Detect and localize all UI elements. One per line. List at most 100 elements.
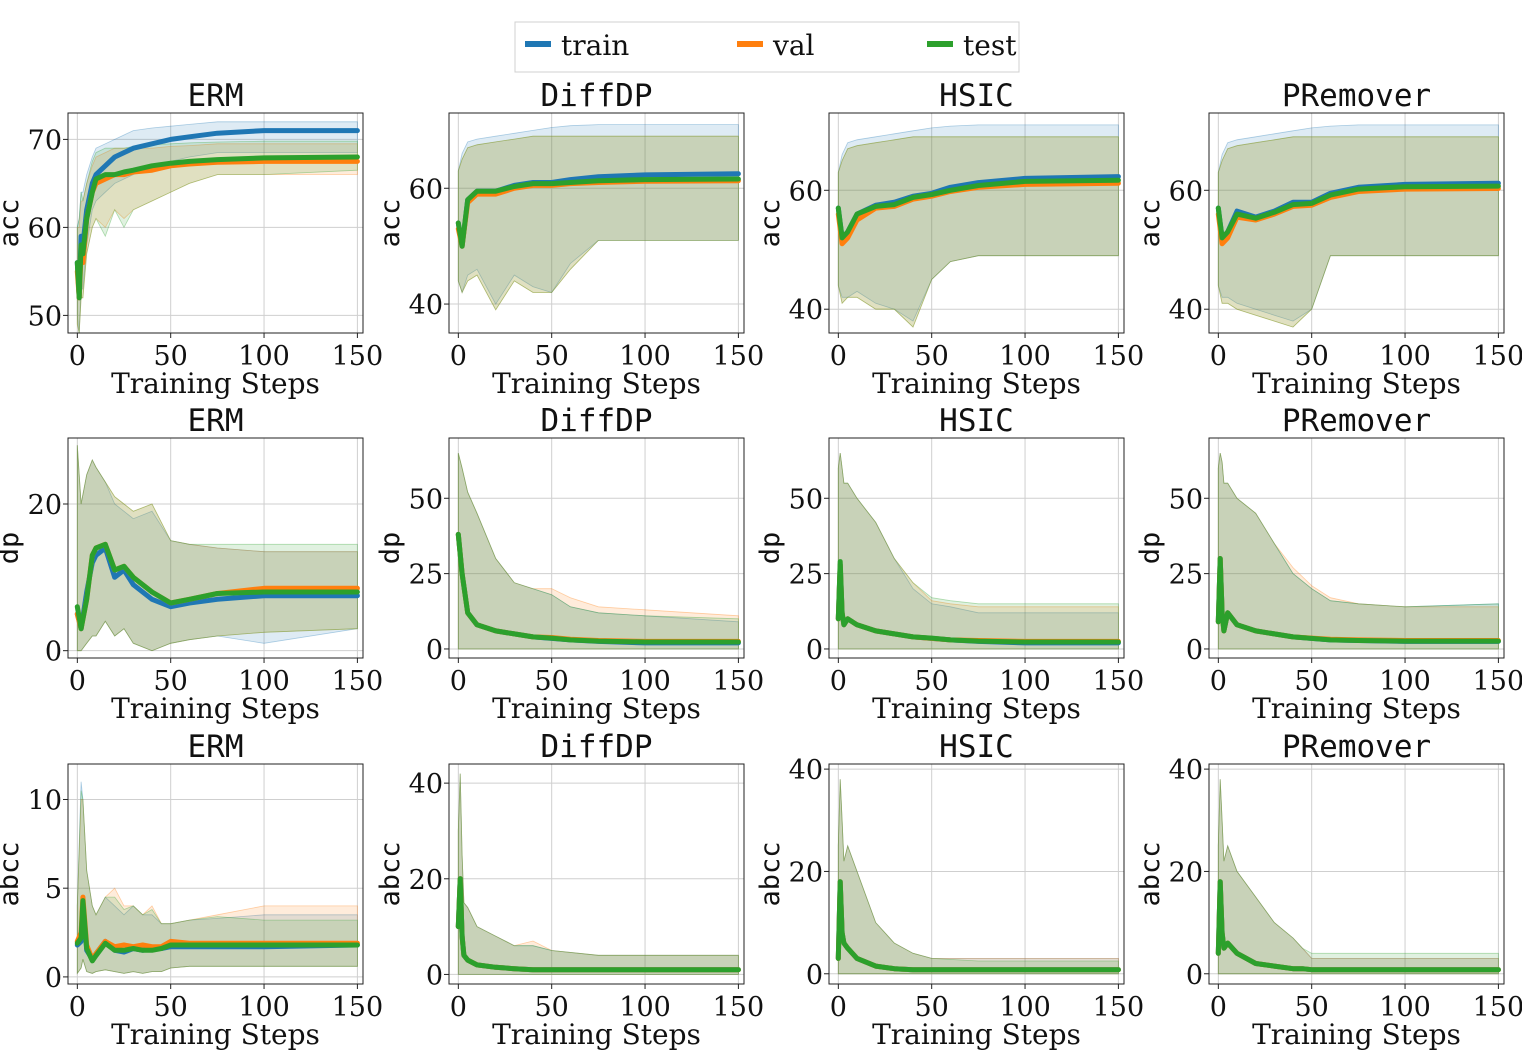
y-tick-label: 40 — [789, 755, 823, 786]
legend: train val test — [514, 21, 1020, 73]
panel-title: HSIC — [939, 78, 1014, 114]
plot-area — [455, 124, 741, 311]
x-axis-label: Training Steps — [872, 367, 1081, 400]
y-tick-label: 20 — [409, 865, 443, 896]
panel-title: DiffDP — [541, 78, 653, 114]
x-tick-label: 100 — [619, 666, 671, 697]
line-test — [74, 541, 360, 632]
x-tick-label: 0 — [450, 992, 467, 1023]
panel-hsic-abcc: 0 50 100 150 0 20 40 HSIC Training Steps abcc — [755, 729, 1144, 1051]
panel-title: PRemover — [1282, 78, 1431, 114]
x-tick-label: 150 — [1093, 341, 1145, 372]
x-tick-label: 150 — [1093, 992, 1145, 1023]
line-test — [74, 154, 360, 301]
x-tick-label: 150 — [332, 992, 384, 1023]
band-train — [1217, 453, 1499, 650]
x-axis-label: Training Steps — [492, 367, 701, 400]
axes-frame — [1208, 437, 1505, 659]
x-tick-label: 100 — [1379, 992, 1431, 1023]
x-tick-label: 100 — [1379, 341, 1431, 372]
x-tick-label: 0 — [450, 341, 467, 372]
x-axis-label: Training Steps — [111, 367, 320, 400]
band-train — [457, 773, 739, 975]
band-test — [837, 136, 1119, 328]
band-test — [1217, 136, 1499, 328]
plot-area — [835, 453, 1121, 650]
y-tick-label: 25 — [409, 560, 443, 591]
line-test — [835, 559, 1121, 645]
plot-area — [1215, 453, 1501, 650]
panel-premover-acc: 0 50 100 150 40 60 PRemover Training Steps acc — [1135, 78, 1522, 400]
x-tick-label: 100 — [238, 666, 290, 697]
x-tick-label: 0 — [1210, 992, 1227, 1023]
y-axis-label: abcc — [755, 841, 786, 906]
y-tick-label: 20 — [1169, 857, 1203, 888]
band-test — [76, 445, 358, 652]
x-axis-label: Training Steps — [872, 1018, 1081, 1051]
x-tick-label: 150 — [713, 992, 765, 1023]
panel-title: DiffDP — [541, 729, 653, 765]
x-tick-label: 100 — [238, 992, 290, 1023]
x-tick-label: 100 — [238, 341, 290, 372]
band-test — [457, 453, 739, 650]
band-val — [76, 445, 358, 652]
plot-area — [74, 445, 360, 652]
panel-title: ERM — [188, 403, 244, 439]
panel-diffdp-acc: 0 50 100 150 40 60 DiffDP Training Steps acc — [375, 78, 764, 400]
y-tick-label: 0 — [45, 963, 62, 994]
band-test — [837, 453, 1119, 650]
x-tick-label: 50 — [1295, 666, 1329, 697]
axes-frame — [828, 763, 1125, 985]
y-axis-label: dp — [755, 532, 786, 565]
band-val — [1217, 453, 1499, 650]
axes-frame — [448, 112, 745, 334]
y-tick-label: 40 — [409, 769, 443, 800]
x-tick-label: 0 — [1210, 341, 1227, 372]
line-test — [1215, 556, 1501, 644]
panel-diffdp-abcc: 0 50 100 150 0 20 40 DiffDP Training Steps abcc — [375, 729, 764, 1051]
panel-erm-abcc: 0 50 100 150 0 5 10 ERM Training Steps abcc — [0, 729, 383, 1051]
x-tick-label: 50 — [535, 341, 569, 372]
panel-hsic-acc: 0 50 100 150 40 60 HSIC Training Steps acc — [755, 78, 1144, 400]
y-axis-label: abcc — [375, 841, 406, 906]
band-val — [457, 773, 739, 975]
y-tick-label: 20 — [28, 490, 62, 521]
plot-area — [1215, 124, 1501, 328]
axes-frame — [828, 437, 1125, 659]
y-tick-label: 0 — [1186, 635, 1203, 666]
band-train — [837, 124, 1119, 322]
band-test — [1217, 779, 1499, 975]
x-tick-label: 50 — [154, 341, 188, 372]
y-tick-label: 50 — [789, 484, 823, 515]
y-axis-label: dp — [375, 532, 406, 565]
x-tick-label: 50 — [1295, 341, 1329, 372]
band-test — [837, 779, 1119, 975]
x-tick-label: 100 — [999, 341, 1051, 372]
band-train — [1217, 779, 1499, 975]
x-tick-label: 50 — [154, 992, 188, 1023]
band-train — [457, 453, 739, 650]
x-tick-label: 100 — [999, 992, 1051, 1023]
legend-label-test: test — [963, 29, 1017, 62]
y-tick-label: 25 — [789, 560, 823, 591]
x-tick-label: 50 — [915, 341, 949, 372]
y-axis-label: acc — [755, 199, 786, 248]
x-tick-label: 150 — [713, 666, 765, 697]
y-tick-label: 70 — [28, 125, 62, 156]
band-train — [837, 779, 1119, 975]
x-axis-label: Training Steps — [111, 692, 320, 725]
band-val — [1217, 779, 1499, 975]
y-tick-label: 0 — [426, 635, 443, 666]
line-test — [1215, 183, 1501, 241]
panel-title: PRemover — [1282, 403, 1431, 439]
y-tick-label: 0 — [806, 960, 823, 991]
x-tick-label: 150 — [713, 341, 765, 372]
band-val — [76, 799, 358, 975]
y-tick-label: 60 — [789, 176, 823, 207]
panel-title: ERM — [188, 78, 244, 114]
x-axis-label: Training Steps — [111, 1018, 320, 1051]
x-tick-label: 150 — [1473, 666, 1522, 697]
band-test — [76, 790, 358, 975]
x-tick-label: 100 — [999, 666, 1051, 697]
y-axis-label: acc — [0, 199, 25, 248]
